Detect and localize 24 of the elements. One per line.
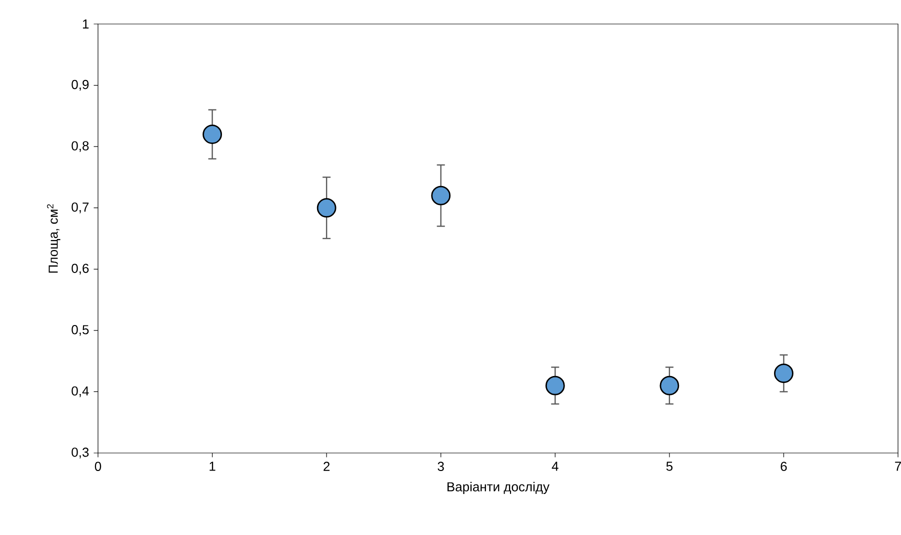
x-tick-label: 4: [552, 462, 558, 471]
x-tick-label: 6: [780, 462, 787, 471]
x-tick-label: 0: [94, 462, 102, 471]
y-tick-label: 0,5: [72, 325, 89, 336]
y-tick-label: 0,7: [72, 202, 89, 214]
x-axis-title: Варіанти досліду: [448, 482, 550, 494]
x-tick-label: 7: [895, 462, 901, 471]
x-tick-label: 1: [210, 462, 216, 471]
point: [316, 198, 336, 218]
x-tick-label: 5: [666, 462, 673, 471]
x-tick-label: 3: [438, 462, 444, 471]
y-axis-title: Площа, см$^{2}$: [47, 204, 60, 273]
point: [545, 376, 565, 396]
y-tick-label: 0,9: [72, 80, 89, 91]
point: [660, 376, 680, 396]
y-tick-label: 1: [82, 20, 89, 28]
x-tick-label: 2: [324, 462, 330, 471]
y-tick-label: 0,6: [72, 264, 89, 275]
y-tick-label: 0,3: [72, 448, 89, 458]
point: [774, 364, 794, 384]
point: [431, 186, 451, 206]
y-tick-label: 0,8: [72, 141, 89, 152]
y-tick-label: 0,4: [72, 386, 89, 398]
point: [202, 124, 222, 144]
